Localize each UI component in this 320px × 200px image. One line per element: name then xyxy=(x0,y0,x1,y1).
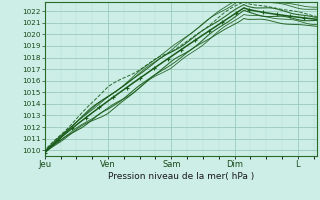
X-axis label: Pression niveau de la mer( hPa ): Pression niveau de la mer( hPa ) xyxy=(108,172,254,181)
